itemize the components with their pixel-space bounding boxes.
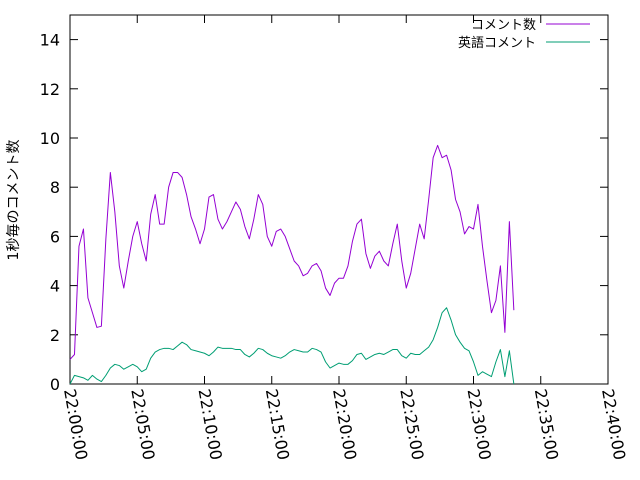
y-tick-label: 6 xyxy=(50,227,60,246)
legend-label: コメント数 xyxy=(471,18,536,33)
y-tick-label: 8 xyxy=(50,178,60,197)
y-tick-label: 12 xyxy=(40,80,60,99)
y-axis: 0 2 4 6 8 10 12 14 xyxy=(40,31,608,394)
series-line-2 xyxy=(69,307,515,385)
y-tick-label: 10 xyxy=(40,129,60,148)
y-tick-label: 2 xyxy=(50,326,60,345)
y-tick-label: 4 xyxy=(50,277,60,296)
series-line-1 xyxy=(69,144,515,360)
y-tick-label: 14 xyxy=(40,31,60,50)
series-layer xyxy=(69,144,515,385)
y-tick-label: 0 xyxy=(50,375,60,394)
y-axis-label: 1秒毎のコメント数 xyxy=(6,140,22,261)
legend-label: 英語コメント xyxy=(458,35,536,51)
